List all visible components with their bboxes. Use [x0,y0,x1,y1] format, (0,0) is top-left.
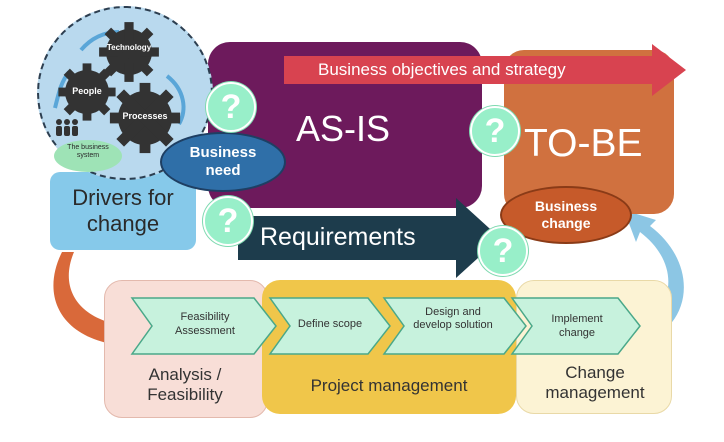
business-need-ellipse: Business need [160,132,286,192]
step-chevron-feasibility [130,297,277,355]
step-scope-label: Define scope [297,318,363,330]
business-change-label: Business change [534,198,598,231]
requirements-label: Requirements [260,223,416,251]
question-icon: ? [206,82,256,132]
requirements-arrow [238,198,500,278]
drivers-label: Drivers for change [72,185,174,236]
people-gear-label: People [72,86,102,96]
objectives-arrow-label: Business objectives and strategy [318,60,566,79]
phase-change-label: Change management [545,363,645,402]
process-chevrons [130,297,641,355]
business-system-label: The business system [67,144,109,159]
phase-analysis-label: Analysis / Feasibility [147,365,223,404]
objectives-arrow [284,44,686,96]
question-icon: ? [478,226,528,276]
business-need-label: Business need [189,144,257,179]
question-icon: ? [470,106,520,156]
processes-gear-label: Processes [122,111,168,121]
drivers-box: Drivers for change [50,172,196,250]
step-implement-label: Implement change [551,313,603,339]
people-icon [56,119,78,136]
step-chevron-scope [268,297,391,355]
step-chevron-implement [510,297,641,355]
gears-layer [53,22,186,172]
step-chevron-design [382,297,527,355]
phase-project-label: Project management [310,376,468,395]
technology-gear-label: Technology [106,43,152,52]
to-be-label: TO-BE [524,122,643,165]
step-feasibility-label: Feasibility Assessment [175,311,235,337]
question-icon: ? [203,196,253,246]
as-is-label: AS-IS [296,108,391,149]
step-design-label: Design and develop solution [413,306,493,331]
